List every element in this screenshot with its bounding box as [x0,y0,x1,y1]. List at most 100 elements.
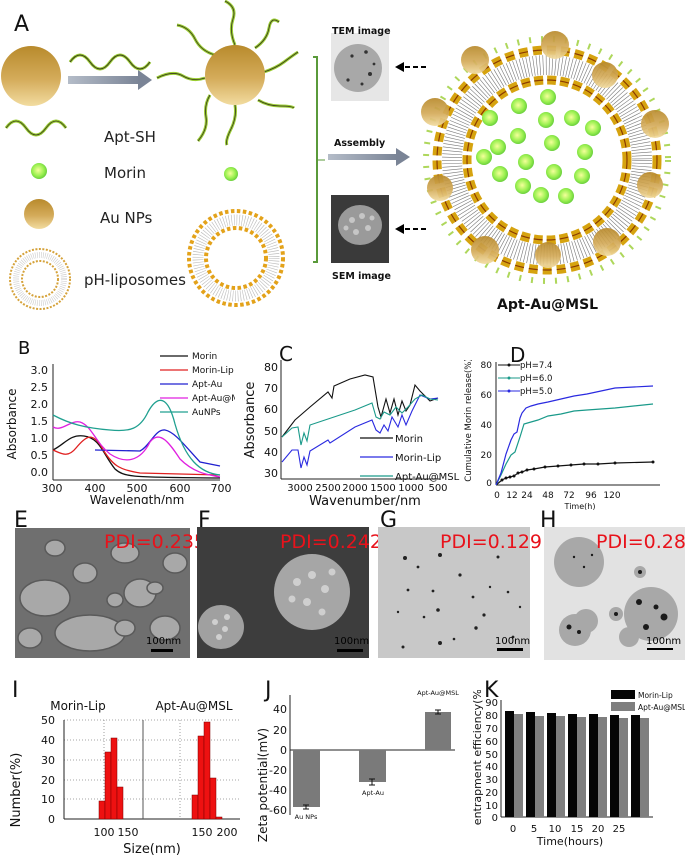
uv-vis-chart: Absorbance 3.0 2.5 2.0 1.5 1.0 0.5 0.0 3… [5,352,235,504]
svg-text:Morin: Morin [192,352,217,362]
svg-text:Morin-Lip: Morin-Lip [50,699,106,713]
panel-label-g: G [380,508,398,533]
svg-text:Number(%): Number(%) [9,753,24,828]
svg-text:150: 150 [118,826,139,839]
svg-text:40: 40 [273,703,287,716]
assembly-arrow-icon [328,154,398,160]
svg-text:400: 400 [85,482,106,495]
svg-text:Apt-Au@MSL: Apt-Au@MSL [417,689,459,697]
svg-text:pH=5.0: pH=5.0 [520,387,552,397]
svg-text:0: 0 [280,744,287,757]
svg-text:10: 10 [549,824,562,835]
svg-text:Apt-Au: Apt-Au [192,380,222,390]
svg-text:70: 70 [264,382,278,395]
svg-text:0: 0 [492,813,498,824]
svg-text:1500: 1500 [370,483,395,494]
svg-text:pH=7.4: pH=7.4 [520,361,552,371]
legend-morin: Morin [104,164,146,182]
svg-text:Apt-Au@MSL: Apt-Au@MSL [638,703,685,712]
svg-text:Au NPs: Au NPs [295,813,318,821]
svg-text:72: 72 [563,491,574,501]
svg-text:200: 200 [217,826,238,839]
size-distribution-chart: Morin-Lip Apt-Au@MSL Number(%) 50 40 30 … [9,699,240,857]
svg-text:700: 700 [211,482,232,495]
svg-text:Size(nm): Size(nm) [123,842,181,857]
entrapment-efficiency-chart: entrapment efficiency(%) 90 80 70 60 50 … [471,690,685,848]
sem-image-label: SEM image [332,271,391,282]
svg-text:Apt-Au@MSL: Apt-Au@MSL [192,394,235,404]
svg-text:AuNPs: AuNPs [192,408,221,418]
svg-text:10: 10 [485,801,498,812]
panel-label-e: E [14,508,28,533]
svg-text:Absorbance: Absorbance [243,382,258,459]
svg-text:0.5: 0.5 [31,449,49,462]
svg-text:12: 12 [506,491,517,501]
svg-text:70: 70 [485,724,498,735]
svg-text:50: 50 [485,750,498,761]
svg-text:3.0: 3.0 [31,364,49,377]
gold-nanoparticle-icon [1,46,61,106]
legend-apt-sh: Apt-SH [104,128,156,146]
svg-text:Zeta potential(mV): Zeta potential(mV) [256,728,270,842]
ftir-chart: Absorbance 80 70 60 50 40 30 3000 2500 2… [243,360,460,507]
svg-text:2.0: 2.0 [31,398,49,411]
svg-text:150: 150 [192,826,213,839]
svg-text:60: 60 [485,737,498,748]
svg-text:2.5: 2.5 [31,381,49,394]
scale-bar-e [151,649,173,652]
svg-text:48: 48 [542,491,554,501]
svg-text:Apt-Au: Apt-Au [362,789,384,797]
scale-bar-g [497,648,523,651]
svg-text:40: 40 [41,734,55,747]
svg-text:Morin-Lip: Morin-Lip [192,366,234,376]
svg-text:Time(h): Time(h) [564,502,596,510]
pdi-label-f: PDI=0.242 [280,531,383,553]
svg-text:90: 90 [485,698,498,709]
apt-au-msl-assembly-icon [421,31,671,284]
gold-nanoparticle-icon [24,199,54,229]
product-label: Apt-Au@MSL [497,297,599,313]
svg-text:25: 25 [613,824,626,835]
panel-label-f: F [198,508,211,533]
svg-text:20: 20 [485,788,498,799]
bracket [313,56,318,263]
pdi-label-h: PDI=0.287 [596,531,685,553]
panel-label-i: I [12,678,19,703]
svg-text:Time(hours): Time(hours) [536,835,603,848]
scale-bar-h [647,648,673,650]
sem-image-f [197,527,369,658]
svg-text:50: 50 [41,714,55,727]
svg-text:80: 80 [485,711,498,722]
svg-text:Absorbance: Absorbance [5,389,19,460]
legend-au-nps: Au NPs [100,209,153,227]
svg-text:30: 30 [485,775,498,786]
svg-text:600: 600 [170,482,191,495]
svg-text:0: 0 [48,813,55,826]
svg-text:40: 40 [481,421,493,431]
svg-text:Morin-Lip: Morin-Lip [395,453,441,464]
svg-text:entrapment efficiency(%): entrapment efficiency(%) [471,690,484,825]
svg-text:Apt-Au@MSL: Apt-Au@MSL [155,699,232,713]
svg-text:Wavenumber/nm: Wavenumber/nm [309,494,421,507]
svg-text:40: 40 [485,762,498,773]
svg-text:500: 500 [428,483,447,494]
arrow-icon [68,76,140,84]
svg-text:1.0: 1.0 [31,432,49,445]
svg-text:-40: -40 [269,784,287,797]
svg-text:Wavelength/nm: Wavelength/nm [90,493,185,504]
svg-text:20: 20 [41,774,55,787]
tem-image-g [378,527,530,658]
apt-au-nanoparticle-icon [156,0,299,146]
scale-label-h: 100nm [646,636,682,647]
liposome-icon [187,209,285,307]
svg-text:50: 50 [264,425,278,438]
svg-text:-20: -20 [269,764,287,777]
tem-image-inset [331,33,389,101]
svg-text:pH=6.0: pH=6.0 [520,374,552,384]
panel-label-c: C [279,342,293,366]
svg-text:20: 20 [273,724,287,737]
scale-bar-f [337,649,363,652]
svg-text:100: 100 [94,826,115,839]
svg-text:2500: 2500 [315,483,340,494]
svg-text:30: 30 [41,754,55,767]
